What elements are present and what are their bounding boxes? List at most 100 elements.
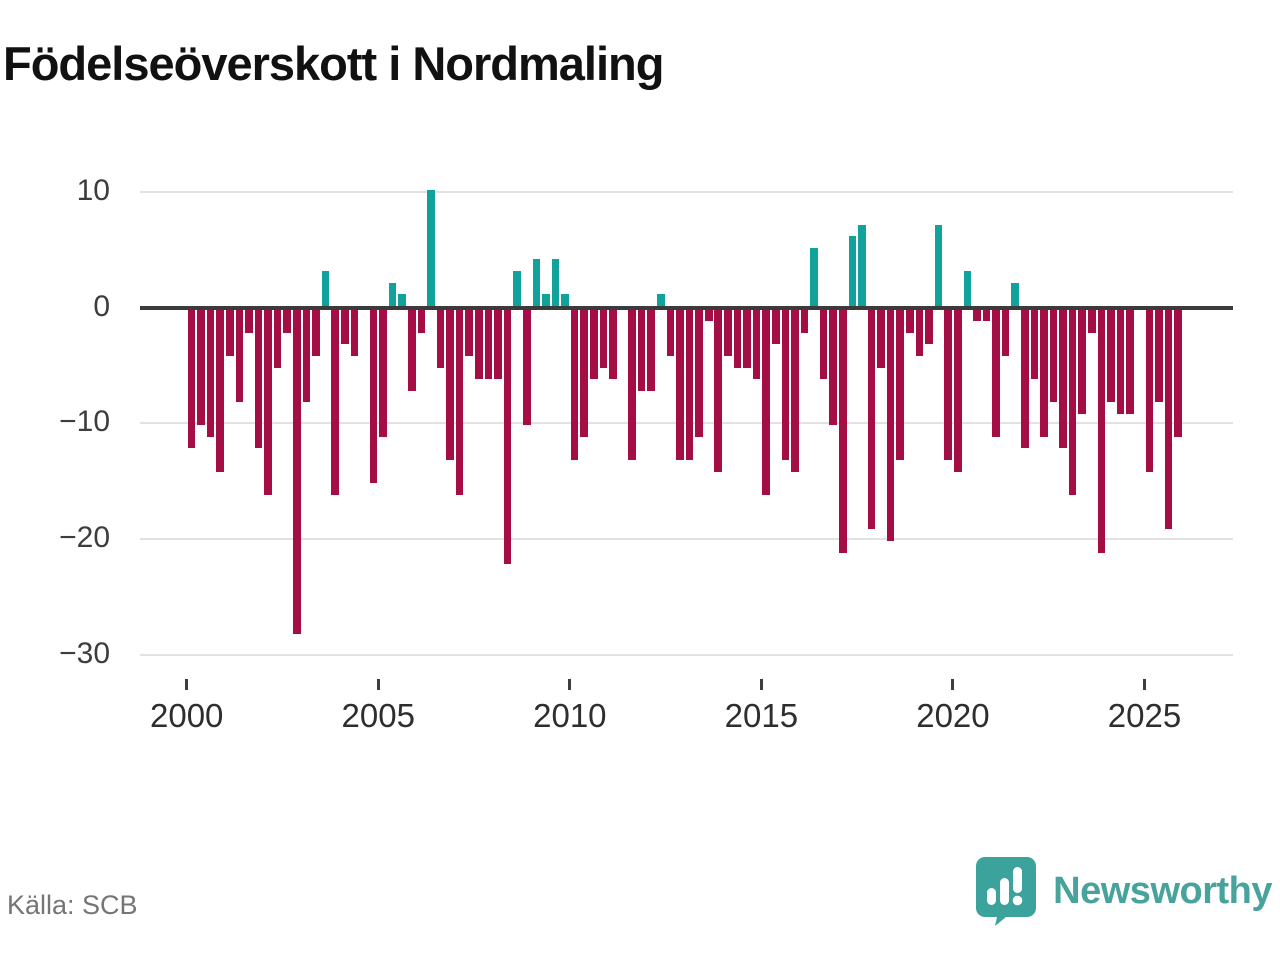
y-axis-label: −20 <box>59 521 110 555</box>
bar <box>963 271 972 306</box>
bar <box>944 309 952 461</box>
bar <box>800 309 809 333</box>
bar <box>1001 309 1010 356</box>
bar <box>896 309 905 461</box>
bar <box>810 247 818 306</box>
bar <box>839 309 847 553</box>
bar <box>1164 309 1173 530</box>
bar <box>657 294 665 306</box>
bar <box>580 309 588 437</box>
bar <box>1116 309 1125 414</box>
bar <box>484 309 493 380</box>
bar <box>953 309 962 472</box>
bar <box>417 309 426 333</box>
bar <box>829 309 838 426</box>
bar <box>503 309 512 565</box>
bar <box>216 309 225 472</box>
bar <box>350 309 359 356</box>
bar <box>235 309 244 403</box>
bar <box>197 309 205 426</box>
x-axis-tick <box>1143 679 1146 690</box>
bar <box>1126 309 1134 414</box>
gridline-y-10 <box>140 191 1233 194</box>
bar <box>1011 282 1019 306</box>
bar <box>293 309 301 634</box>
bar <box>369 309 378 484</box>
bar <box>551 259 560 306</box>
bar <box>388 282 397 306</box>
bar <box>743 309 751 368</box>
x-axis-label: 2020 <box>916 697 990 734</box>
bar <box>628 309 636 461</box>
bar <box>1049 309 1058 403</box>
bar <box>1030 309 1039 380</box>
bar <box>886 309 895 541</box>
bar <box>609 309 617 380</box>
newsworthy-logo-icon <box>976 857 1037 926</box>
bar <box>906 309 914 333</box>
bar <box>398 294 406 306</box>
bar <box>1155 309 1163 403</box>
zero-axis-line <box>140 305 1233 310</box>
y-axis-label: 10 <box>76 174 110 208</box>
bar <box>312 309 320 356</box>
x-axis-tick <box>185 679 189 690</box>
newsworthy-logo: Newsworthy <box>975 856 1272 926</box>
bar <box>791 309 799 472</box>
bar <box>522 309 531 426</box>
bar <box>340 309 349 345</box>
bar <box>206 309 215 437</box>
bar <box>446 309 454 461</box>
bar <box>877 309 885 368</box>
bar <box>273 309 282 368</box>
bar <box>321 271 330 306</box>
bar <box>1088 309 1096 333</box>
bar <box>561 294 569 306</box>
bar <box>302 309 311 403</box>
bar <box>331 309 339 495</box>
x-axis-tick <box>568 679 572 690</box>
bar <box>187 309 196 449</box>
bar <box>762 309 770 495</box>
chart-title: Födelseöverskott i Nordmaling <box>3 37 664 90</box>
bar <box>1097 309 1106 553</box>
x-axis-label: 2005 <box>341 697 415 734</box>
bar <box>858 224 866 306</box>
bar <box>599 309 608 368</box>
y-axis-label: 0 <box>93 289 110 323</box>
bar <box>637 309 646 391</box>
y-axis-label: −30 <box>59 636 110 670</box>
bar <box>704 309 713 322</box>
bar <box>867 309 876 530</box>
bar <box>254 309 263 449</box>
bar <box>1107 309 1115 403</box>
source-label: Källa: SCB <box>7 890 138 920</box>
bar <box>1174 309 1182 437</box>
y-axis-label: −10 <box>59 405 110 439</box>
bar <box>781 309 790 461</box>
x-axis-label: 2025 <box>1107 697 1182 734</box>
bar <box>513 271 521 306</box>
bar <box>226 309 234 356</box>
bar <box>848 236 857 306</box>
bar <box>915 309 924 356</box>
x-axis-label: 2000 <box>149 697 224 734</box>
bar <box>934 224 943 306</box>
bar <box>283 309 292 333</box>
bar <box>724 309 732 356</box>
bar <box>647 309 656 391</box>
bar <box>1145 309 1154 472</box>
bar <box>1068 309 1077 495</box>
x-axis-tick <box>951 679 955 690</box>
bar <box>475 309 483 380</box>
bar <box>733 309 742 368</box>
bar <box>982 309 991 322</box>
bar <box>494 309 502 380</box>
bar <box>973 309 981 322</box>
bar <box>264 309 272 495</box>
bar <box>666 309 675 356</box>
bar <box>532 259 541 306</box>
bar <box>925 309 933 345</box>
bar <box>1078 309 1087 414</box>
